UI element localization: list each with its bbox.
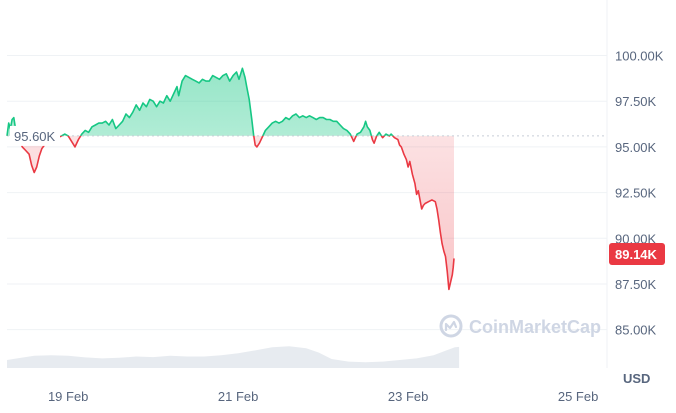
gridlines <box>7 0 608 368</box>
x-tick-label: 23 Feb <box>388 389 428 404</box>
x-tick-label: 19 Feb <box>48 389 88 404</box>
x-axis: 19 Feb 21 Feb 23 Feb 25 Feb <box>48 389 598 404</box>
price-line-up <box>6 67 394 136</box>
watermark-text: CoinMarketCap <box>469 317 601 337</box>
y-tick-label: 90.00K <box>615 231 657 246</box>
y-tick-label: 85.00K <box>615 323 657 338</box>
y-tick-label: 95.00K <box>615 140 657 155</box>
price-fill-down <box>17 135 454 290</box>
current-price-badge-text: 89.14K <box>615 247 658 262</box>
y-axis: 100.00K 97.50K 95.00K 92.50K 90.00K 87.50K 85.… <box>615 49 664 338</box>
currency-unit-label: USD <box>623 371 650 386</box>
y-tick-label: 97.50K <box>615 94 657 109</box>
reference-price-label: 95.60K <box>10 125 60 146</box>
coinmarketcap-watermark: CoinMarketCap <box>439 314 601 338</box>
y-tick-label: 100.00K <box>615 49 664 64</box>
y-tick-label: 92.50K <box>615 186 657 201</box>
price-fill-up <box>7 68 454 136</box>
price-line <box>6 67 455 291</box>
x-tick-label: 25 Feb <box>558 389 598 404</box>
coinmarketcap-logo-icon <box>439 314 463 338</box>
volume-area <box>7 346 460 368</box>
price-fill <box>7 68 454 290</box>
y-tick-label: 87.50K <box>615 277 657 292</box>
reference-price-label-text: 95.60K <box>14 129 56 144</box>
volume-area-shape <box>7 346 460 368</box>
x-tick-label: 21 Feb <box>218 389 258 404</box>
current-price-badge: 89.14K <box>609 242 665 265</box>
price-line-down <box>7 135 455 291</box>
